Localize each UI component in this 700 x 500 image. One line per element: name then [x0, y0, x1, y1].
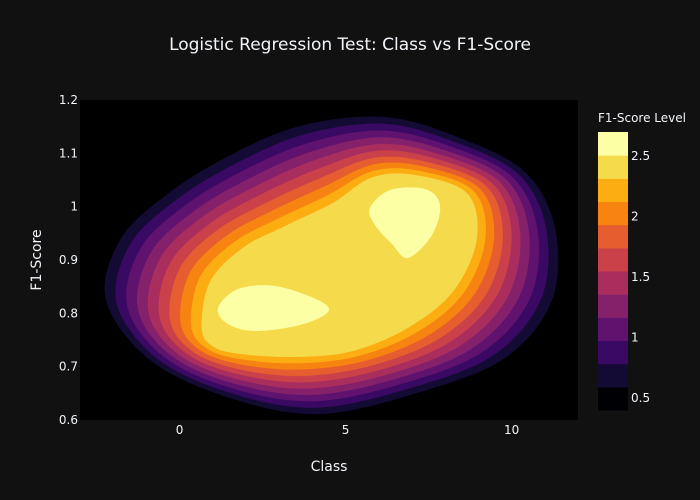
colorbar-tick-label: 2 — [631, 210, 639, 224]
y-tick-label: 0.6 — [59, 413, 78, 427]
colorbar-ticks: 0.5 1 1.5 2 2.5 — [631, 149, 650, 405]
colorbar-segment — [598, 294, 628, 318]
y-tick-label: 0.9 — [59, 253, 78, 267]
colorbar-segment — [598, 271, 628, 295]
colorbar-title: F1-Score Level — [598, 111, 686, 125]
contour-layer — [104, 116, 559, 415]
y-tick-label: 0.8 — [59, 306, 78, 320]
colorbar-segment — [598, 224, 628, 249]
colorbar-tick-label: 1 — [631, 330, 639, 344]
colorbar-tick-label: 1.5 — [631, 270, 650, 284]
colorbar-segment — [598, 340, 628, 365]
colorbar-tick-label: 2.5 — [631, 149, 650, 163]
y-tick-label: 1 — [70, 200, 78, 214]
colorbar — [598, 132, 628, 411]
y-tick-label: 1.2 — [59, 93, 78, 107]
colorbar-segment — [598, 317, 628, 341]
colorbar-tick-label: 0.5 — [631, 391, 650, 405]
colorbar-segment — [598, 178, 628, 202]
x-axis: 0 5 10 — [176, 423, 519, 437]
y-tick-label: 0.7 — [59, 360, 78, 374]
colorbar-segment — [598, 386, 628, 411]
y-axis-title: F1-Score — [29, 229, 45, 290]
colorbar-segment — [598, 363, 628, 388]
x-tick-label: 0 — [176, 423, 184, 437]
colorbar-segment — [598, 247, 628, 272]
left-peak-core — [217, 285, 329, 332]
x-tick-label: 5 — [342, 423, 350, 437]
x-axis-title: Class — [311, 459, 348, 475]
y-axis: 0.6 0.7 0.8 0.9 1 1.1 1.2 — [59, 93, 78, 427]
right-peak-core — [369, 187, 441, 259]
chart-title: Logistic Regression Test: Class vs F1-Sc… — [169, 35, 531, 55]
y-tick-label: 1.1 — [59, 146, 78, 160]
x-tick-label: 10 — [504, 423, 519, 437]
colorbar-segment — [598, 155, 628, 179]
colorbar-segment — [598, 201, 628, 226]
colorbar-segment — [598, 132, 628, 156]
